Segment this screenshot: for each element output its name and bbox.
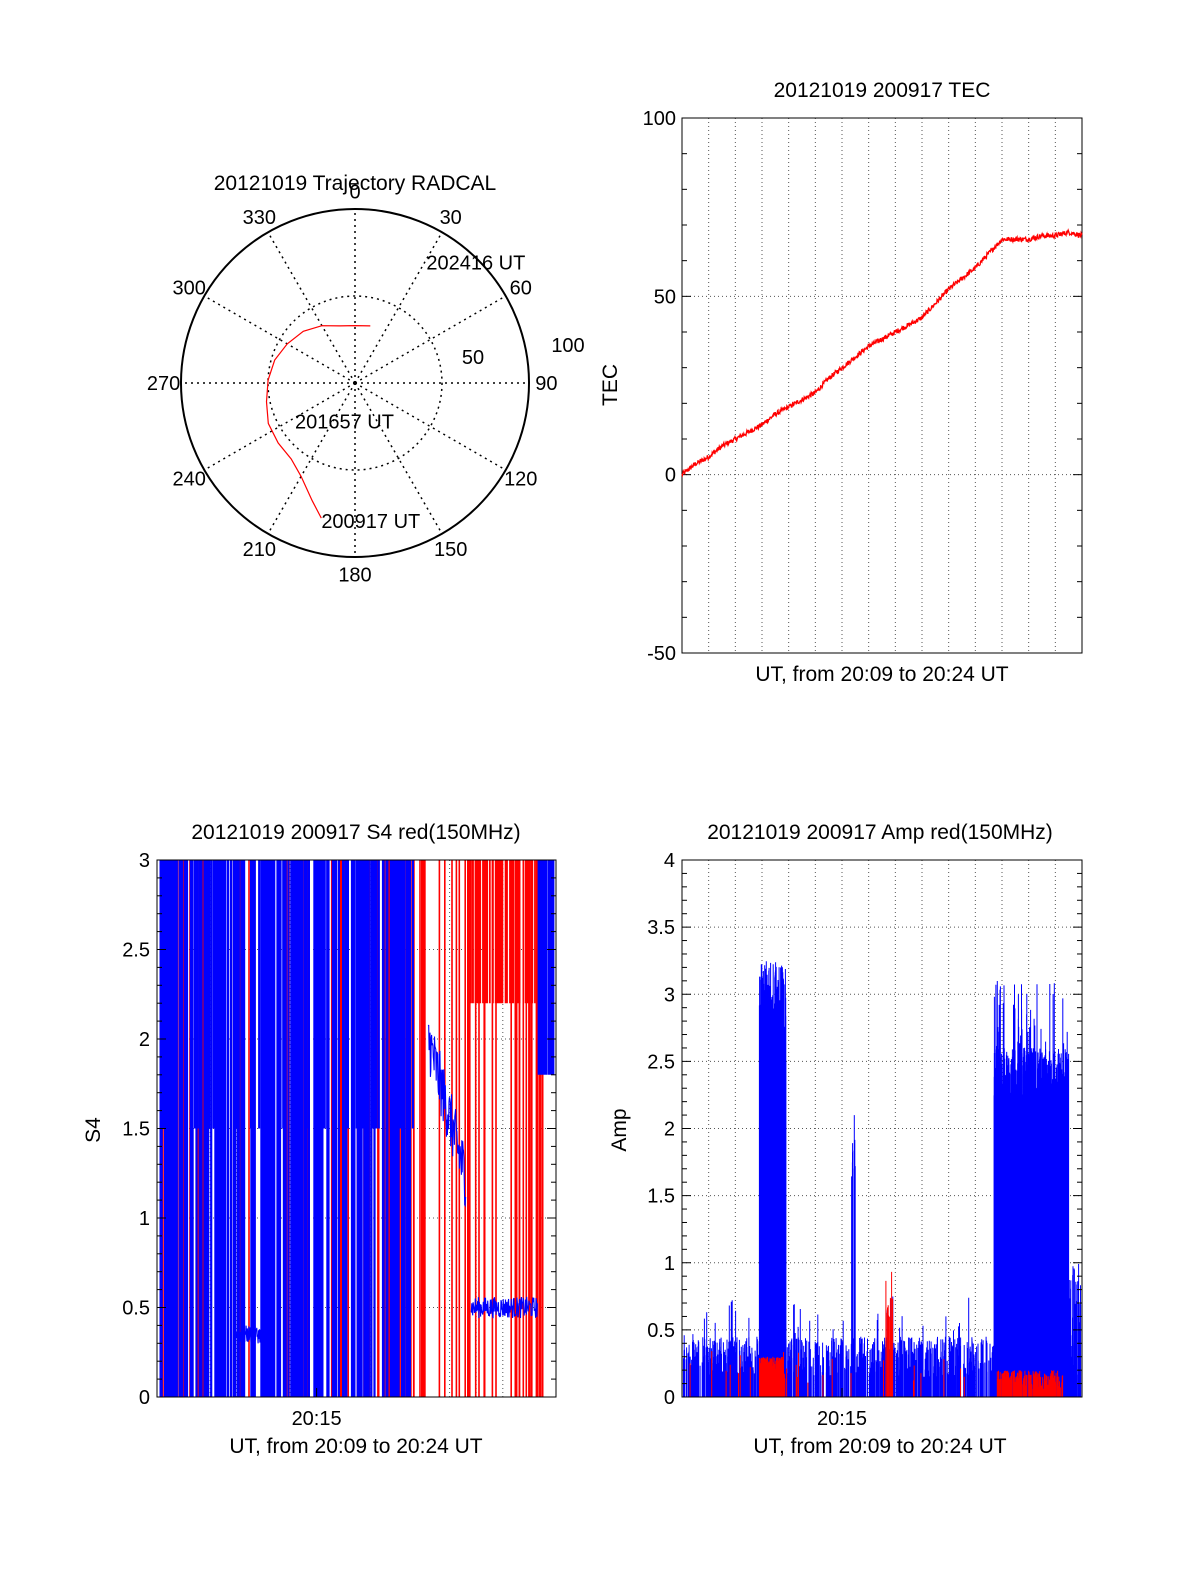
s4-chart: 20121019 200917 S4 red(150MHz) 3 2.5 2 1.5 1… (82, 821, 557, 1458)
polar-azimuth-label: 30 (440, 207, 462, 229)
polar-spoke (354, 295, 507, 384)
amp-chart: 20121019 200917 Amp red(150MHz) 4 3.5 3 2.5… (608, 821, 1083, 1458)
polar-grid (180, 208, 530, 558)
trajectory-time-label: 201657 UT (295, 411, 394, 433)
polar-azimuth-label: 120 (504, 469, 537, 491)
s4-red-spike (470, 860, 536, 1004)
polar-spoke (267, 231, 356, 384)
tec-chart: 20121019 200917 TEC 100 50 0 -50 UT, from 2… (599, 79, 1083, 686)
s4-blue-spike (162, 860, 414, 1129)
polar-spoke (203, 382, 356, 471)
s4-x-tick-label: 20:15 (292, 1408, 342, 1430)
amp-y-tick-label: 4 (664, 850, 675, 872)
amp-x-ticks: 20:15 (817, 1388, 867, 1430)
polar-azimuth-label: 180 (338, 564, 371, 586)
s4-y-tick-label: 2.5 (122, 940, 150, 962)
polar-trajectory-chart: 20121019 Trajectory RADCAL 0 30 60 90 120 150… (147, 172, 585, 586)
trajectory-time-label: 202416 UT (426, 252, 525, 274)
amp-blue-spike (758, 961, 787, 1397)
s4-blue-segment (236, 1325, 264, 1344)
amp-blue-spike (1068, 1264, 1082, 1397)
polar-azimuth-label: 0 (349, 182, 360, 204)
amp-red-series (689, 1271, 1064, 1397)
polar-azimuth-label: 300 (173, 277, 206, 299)
tec-plot-frame (681, 117, 1083, 654)
polar-azimuth-label: 60 (510, 277, 532, 299)
polar-azimuth-labels: 0 30 60 90 120 150 180 210 240 270 300 330 (147, 182, 558, 587)
amp-x-label: UT, from 20:09 to 20:24 UT (753, 1435, 1006, 1458)
amp-y-label: Amp (608, 1108, 631, 1151)
s4-y-label: S4 (82, 1117, 105, 1143)
tec-y-tick-label: -50 (647, 643, 676, 665)
s4-blue-segment (470, 1296, 538, 1319)
tec-y-label: TEC (599, 364, 622, 406)
tec-y-tick-label: 50 (654, 286, 676, 308)
amp-red-spike (689, 1351, 965, 1397)
s4-y-tick-label: 0.5 (122, 1298, 150, 1320)
tec-y-tick-label: 0 (665, 465, 676, 487)
s4-title: 20121019 200917 S4 red(150MHz) (191, 821, 520, 844)
amp-y-tick-label: 2 (664, 1119, 675, 1141)
tec-y-tick-label: 100 (643, 108, 676, 130)
s4-y-tick-label: 1.5 (122, 1119, 150, 1141)
amp-y-tick-label: 1.5 (647, 1186, 675, 1208)
polar-azimuth-label: 330 (243, 207, 276, 229)
s4-x-ticks: 20:15 (292, 1388, 342, 1430)
amp-x-tick-label: 20:15 (817, 1408, 867, 1430)
trajectory-annotations: 200917 UT 201657 UT 202416 UT (295, 252, 525, 533)
s4-y-tick-label: 1 (139, 1208, 150, 1230)
amp-y-tick-label: 3.5 (647, 917, 675, 939)
tec-grid (682, 118, 1082, 653)
polar-radius-labels: 50 100 (462, 335, 585, 369)
s4-y-tick-label: 3 (139, 850, 150, 872)
amp-blue-series (682, 961, 1082, 1397)
s4-y-ticks: 3 2.5 2 1.5 1 0.5 0 (122, 850, 556, 1409)
amp-y-tick-label: 2.5 (647, 1051, 675, 1073)
polar-azimuth-label: 150 (434, 539, 467, 561)
amp-blue-spike (851, 1115, 856, 1397)
polar-title: 20121019 Trajectory RADCAL (214, 172, 497, 195)
polar-spoke (354, 382, 507, 471)
s4-y-tick-label: 2 (139, 1029, 150, 1051)
amp-red-spike (996, 1370, 1064, 1397)
trajectory-line (265, 324, 371, 519)
amp-red-spike (885, 1271, 894, 1397)
amp-title: 20121019 200917 Amp red(150MHz) (707, 821, 1053, 844)
amp-red-spike (759, 1356, 784, 1397)
tec-y-ticks: 100 50 0 -50 (643, 108, 1082, 665)
polar-grid-circle-50 (267, 295, 443, 471)
polar-azimuth-label: 240 (173, 469, 206, 491)
tec-series-line (681, 228, 1083, 478)
polar-radius-label: 50 (462, 347, 484, 369)
polar-spoke (354, 382, 443, 535)
polar-outer-circle (180, 208, 530, 558)
polar-azimuth-label: 210 (243, 539, 276, 561)
amp-blue-spike (993, 981, 1068, 1397)
amp-y-ticks: 4 3.5 3 2.5 2 1.5 1 0.5 0 (647, 850, 1082, 1409)
polar-radius-label: 100 (551, 335, 584, 357)
amp-y-tick-label: 3 (664, 984, 675, 1006)
s4-x-label: UT, from 20:09 to 20:24 UT (229, 1435, 482, 1458)
polar-spoke (203, 295, 356, 384)
s4-blue-series (159, 860, 555, 1397)
amp-y-tick-label: 0 (664, 1387, 675, 1409)
s4-y-tick-label: 0 (139, 1387, 150, 1409)
tec-title: 20121019 200917 TEC (774, 79, 991, 102)
s4-blue-segment (427, 1024, 467, 1208)
polar-spoke (354, 231, 443, 384)
polar-azimuth-label: 90 (535, 373, 557, 395)
amp-y-tick-label: 1 (664, 1253, 675, 1275)
amp-y-tick-label: 0.5 (647, 1320, 675, 1342)
trajectory-time-label: 200917 UT (321, 511, 420, 533)
polar-azimuth-label: 270 (147, 373, 180, 395)
polar-spoke (267, 382, 356, 535)
tec-x-label: UT, from 20:09 to 20:24 UT (755, 663, 1008, 686)
